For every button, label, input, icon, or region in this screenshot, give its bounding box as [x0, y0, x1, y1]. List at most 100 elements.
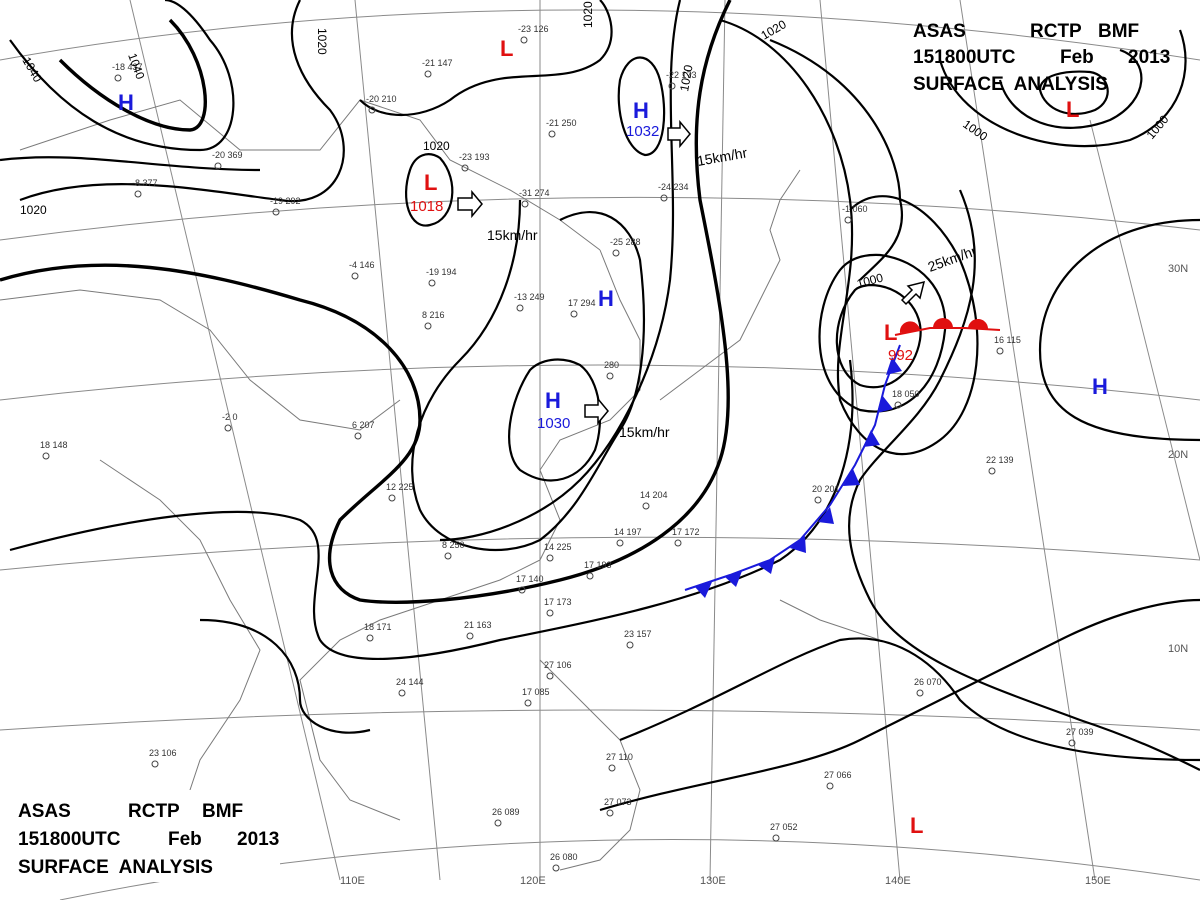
- station-reading: 6 207: [352, 420, 375, 430]
- isobar-label: 1020: [20, 203, 47, 217]
- station-reading: 23 157: [624, 629, 652, 639]
- station-symbol: [428, 279, 436, 287]
- motion-speed-label: 15km/hr: [619, 424, 670, 440]
- station-symbol: [996, 347, 1004, 355]
- isobars: [0, 0, 1200, 812]
- station-reading: -21 147: [422, 58, 453, 68]
- station-symbol: [518, 586, 526, 594]
- station-reading: 17 085: [522, 687, 550, 697]
- station-reading: 18 171: [364, 622, 392, 632]
- station-reading: -8 377: [132, 178, 158, 188]
- station-symbol: [548, 130, 556, 138]
- station-reading: 23 106: [149, 748, 177, 758]
- station-reading: 26 089: [492, 807, 520, 817]
- lon-label-150e: 150E: [1085, 875, 1111, 887]
- station-reading: 22 139: [986, 455, 1014, 465]
- station-symbol: [214, 162, 222, 170]
- station-symbol: [368, 106, 376, 114]
- lon-label-110e: 110E: [340, 875, 365, 887]
- station-symbol: [224, 424, 232, 432]
- lat-label-10n: 10N: [1168, 643, 1188, 655]
- high-center: H: [598, 286, 614, 311]
- station-symbol: [608, 764, 616, 772]
- isobar-label: 1020: [423, 139, 450, 153]
- station-reading: -2 0: [222, 412, 238, 422]
- station-reading: 14 225: [544, 542, 572, 552]
- footer-agency: ASAS: [18, 801, 71, 822]
- station-symbol: [461, 164, 469, 172]
- low-center: L: [500, 36, 513, 61]
- station-reading: 17 140: [516, 574, 544, 584]
- header-year: 2013: [1128, 47, 1170, 68]
- footer-office: BMF: [202, 801, 243, 822]
- station-symbol: [612, 249, 620, 257]
- station-reading: -20 210: [366, 94, 397, 104]
- station-symbol: [354, 432, 362, 440]
- high-center: H: [118, 90, 134, 115]
- station-symbol: [916, 689, 924, 697]
- station-symbol: [444, 552, 452, 560]
- station-symbol: [351, 272, 359, 280]
- station-reading: -24 234: [658, 182, 689, 192]
- station-symbol: [660, 194, 668, 202]
- station-reading: 27 066: [824, 770, 852, 780]
- station-reading: 16 115: [994, 335, 1021, 345]
- station-reading: 17 172: [672, 527, 700, 537]
- station-plots: -18 437 -20 210 -20 369 -8 377 -19 292 -4 146…: [40, 24, 1094, 872]
- station-symbol: [388, 494, 396, 502]
- low-value: 1018: [410, 198, 443, 215]
- station-symbol: [516, 304, 524, 312]
- lat-label-20n: 20N: [1168, 449, 1188, 461]
- header-office: BMF: [1098, 21, 1139, 42]
- station-symbol: [1068, 739, 1076, 747]
- lon-label-140e: 140E: [885, 875, 911, 887]
- header-bottom-left: ASAS RCTP BMF 151800UTC Feb 2013 SURFACE…: [10, 790, 280, 882]
- station-symbol: [42, 452, 50, 460]
- high-value: 1030: [537, 415, 570, 432]
- station-reading: 27 106: [544, 660, 572, 670]
- station-reading: -4 146: [349, 260, 375, 270]
- station-reading: -31 274: [519, 188, 550, 198]
- station-reading: 27 110: [606, 752, 633, 762]
- station-symbol: [814, 496, 822, 504]
- footer-center: RCTP: [128, 801, 180, 822]
- station-reading: 17 173: [544, 597, 572, 607]
- station-symbol: [398, 689, 406, 697]
- station-reading: -18 437: [112, 62, 143, 72]
- low-value: 992: [888, 347, 913, 364]
- station-reading: 18 148: [40, 440, 68, 450]
- low-center: L: [424, 170, 437, 195]
- station-reading: 18 050: [892, 389, 920, 399]
- station-reading: 17 193: [584, 560, 612, 570]
- station-symbol: [894, 401, 902, 409]
- station-symbol: [366, 634, 374, 642]
- cold-front: [684, 344, 902, 598]
- station-reading: -22 173: [666, 70, 697, 80]
- station-symbol: [552, 864, 560, 872]
- station-reading: 27 052: [770, 822, 798, 832]
- low-center: L: [910, 813, 923, 838]
- station-symbol: [668, 82, 676, 90]
- station-symbol: [546, 609, 554, 617]
- header-month: Feb: [1060, 47, 1094, 68]
- footer-year: 2013: [237, 829, 279, 850]
- station-symbol: [494, 819, 502, 827]
- header-center: RCTP: [1030, 21, 1082, 42]
- header-time: 151800UTC: [913, 47, 1016, 68]
- low-center: L: [1066, 97, 1079, 122]
- station-symbol: [521, 200, 529, 208]
- high-center: H: [545, 388, 561, 413]
- high-center: H: [633, 98, 649, 123]
- station-symbol: [772, 834, 780, 842]
- station-symbol: [642, 502, 650, 510]
- station-symbol: [674, 539, 682, 547]
- station-symbol: [546, 554, 554, 562]
- station-symbol: [988, 467, 996, 475]
- station-reading: 26 070: [914, 677, 942, 687]
- station-reading: 24 144: [396, 677, 424, 687]
- isobar-label: 1020: [677, 63, 695, 92]
- station-reading: 26 080: [550, 852, 578, 862]
- footer-title: SURFACE ANALYSIS: [18, 857, 213, 878]
